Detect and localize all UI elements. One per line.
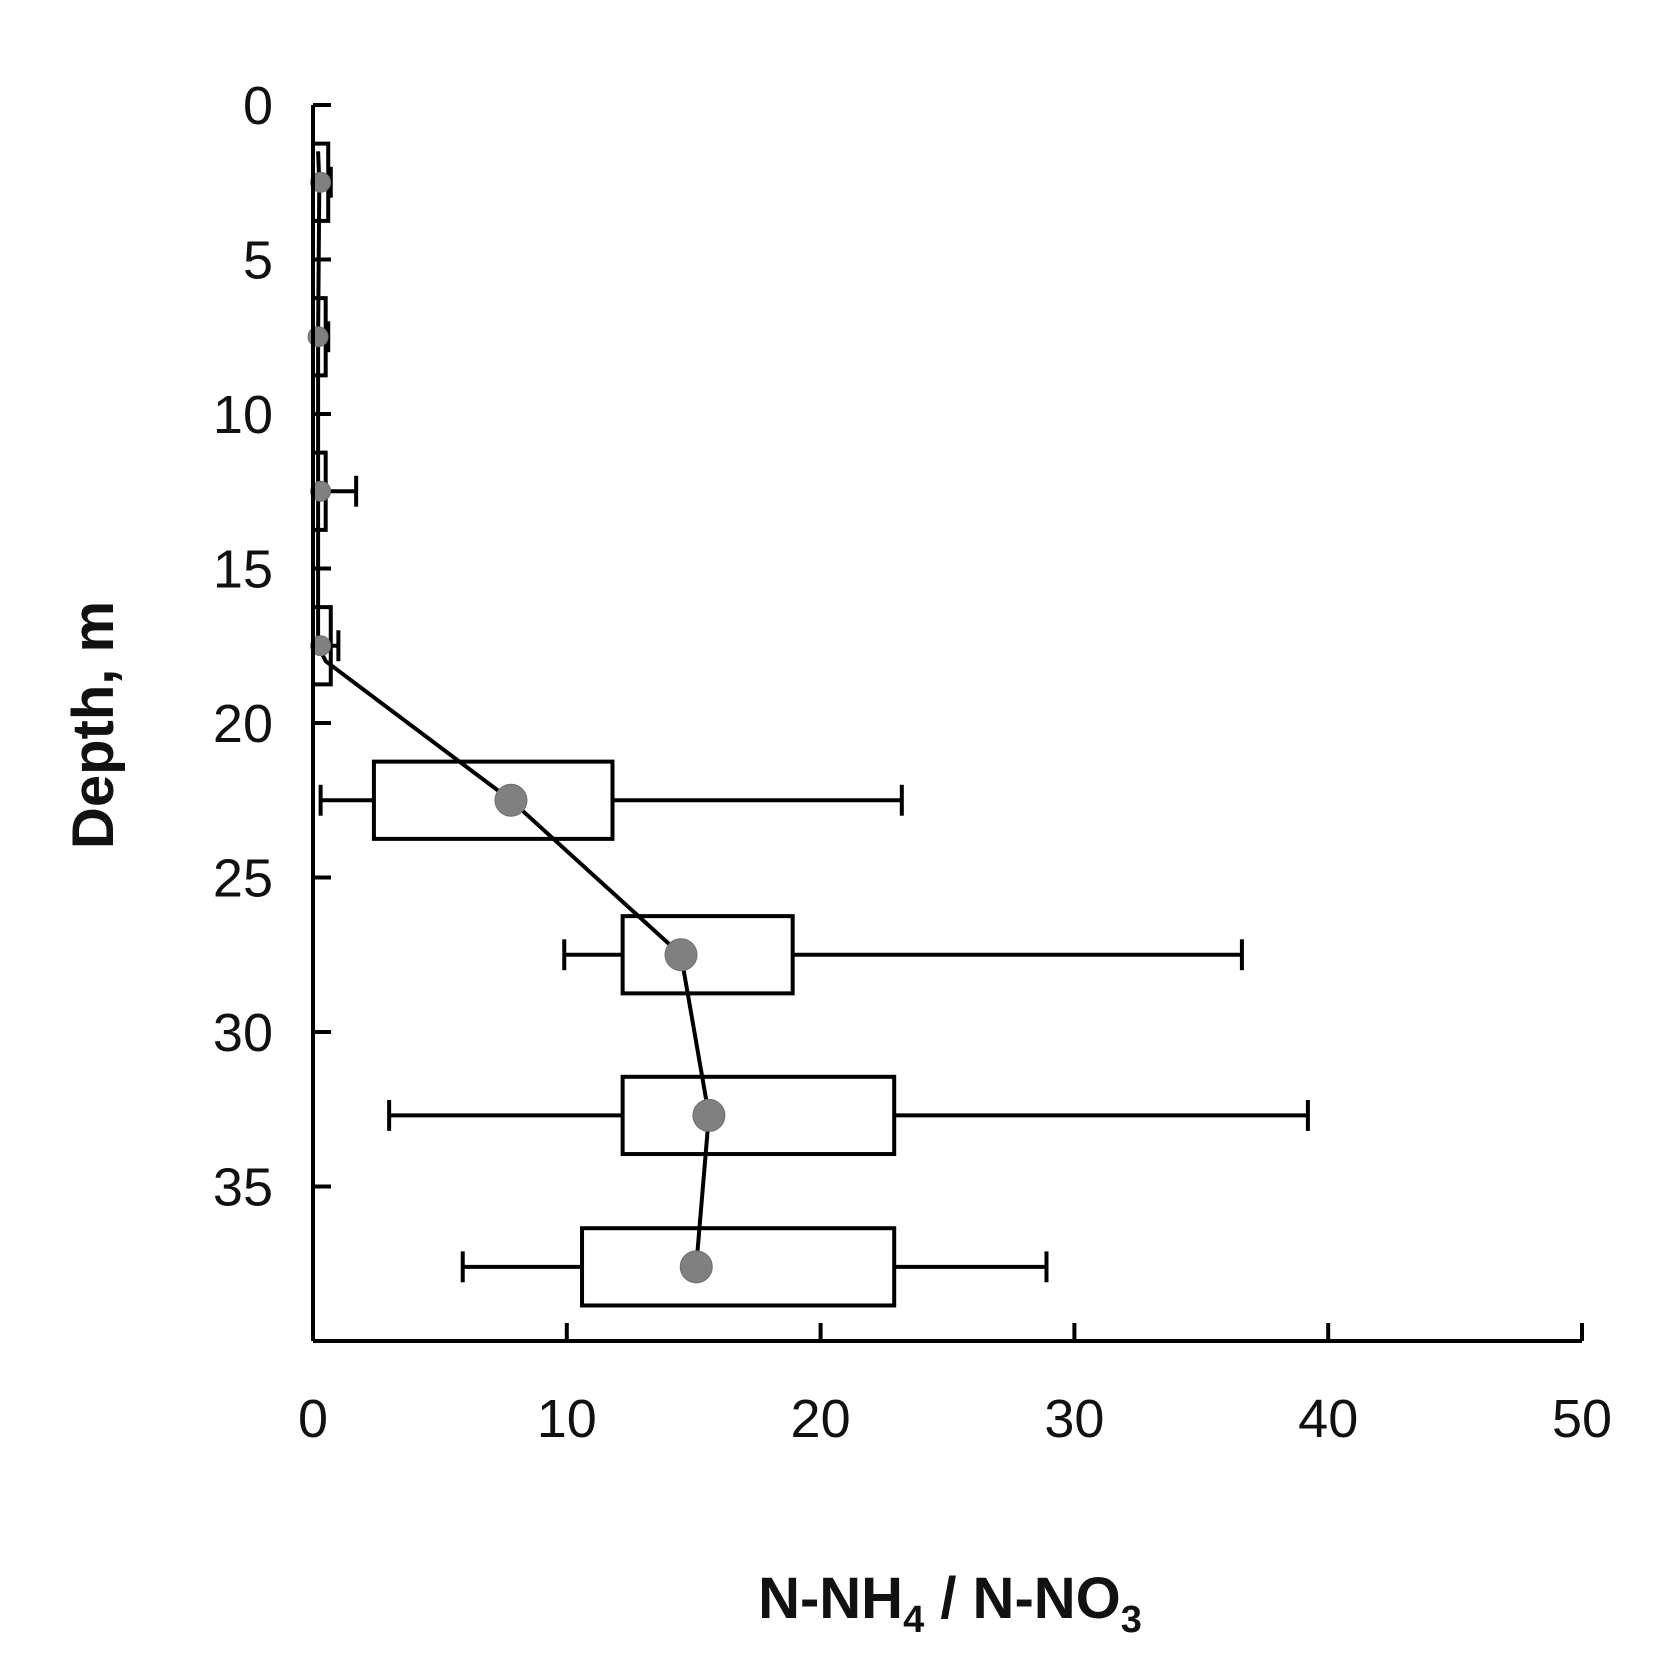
mean-marker-depth-37.6 <box>679 1250 713 1284</box>
box-iqr <box>620 1074 897 1157</box>
mean-marker-depth-32.7 <box>692 1098 726 1132</box>
y-tick-label-35: 35 <box>213 1158 273 1218</box>
mean-marker-depth-12.5 <box>310 480 332 502</box>
x-tick-label-0: 0 <box>298 1389 328 1449</box>
x-tick-label-40: 40 <box>1298 1389 1358 1449</box>
mean-marker-depth-22.5 <box>494 783 528 817</box>
y-tick-label-20: 20 <box>213 694 273 754</box>
box-group-depth-32.7 <box>387 1074 1310 1157</box>
box-iqr <box>371 759 615 841</box>
y-tick-label-10: 10 <box>213 385 273 445</box>
axes: 0 5 10 15 20 25 30 35 0 10 20 30 40 50 <box>213 76 1612 1449</box>
x-axis-title: N-NH4 / N-NO3 <box>758 1566 1142 1641</box>
x-tick-label-30: 30 <box>1044 1389 1104 1449</box>
mean-marker-depth-2.5 <box>310 171 332 193</box>
x-tick-label-10: 10 <box>537 1389 597 1449</box>
box-group-depth-22.5 <box>318 759 904 841</box>
y-axis-title: Depth, m <box>61 601 126 849</box>
y-tick-label-0: 0 <box>243 76 273 136</box>
mean-marker-depth-17.5 <box>310 635 332 657</box>
box-iqr <box>620 914 795 996</box>
x-tick-label-50: 50 <box>1552 1389 1612 1449</box>
y-tick-label-25: 25 <box>213 849 273 909</box>
box-iqr <box>580 1226 897 1308</box>
y-tick-label-30: 30 <box>213 1003 273 1063</box>
box-series <box>311 141 1310 1308</box>
box-group-depth-37.6 <box>460 1226 1049 1308</box>
mean-marker-depth-27.5 <box>664 938 698 972</box>
y-tick-label-5: 5 <box>243 231 273 291</box>
y-tick-label-15: 15 <box>213 540 273 600</box>
x-tick-label-20: 20 <box>791 1389 851 1449</box>
